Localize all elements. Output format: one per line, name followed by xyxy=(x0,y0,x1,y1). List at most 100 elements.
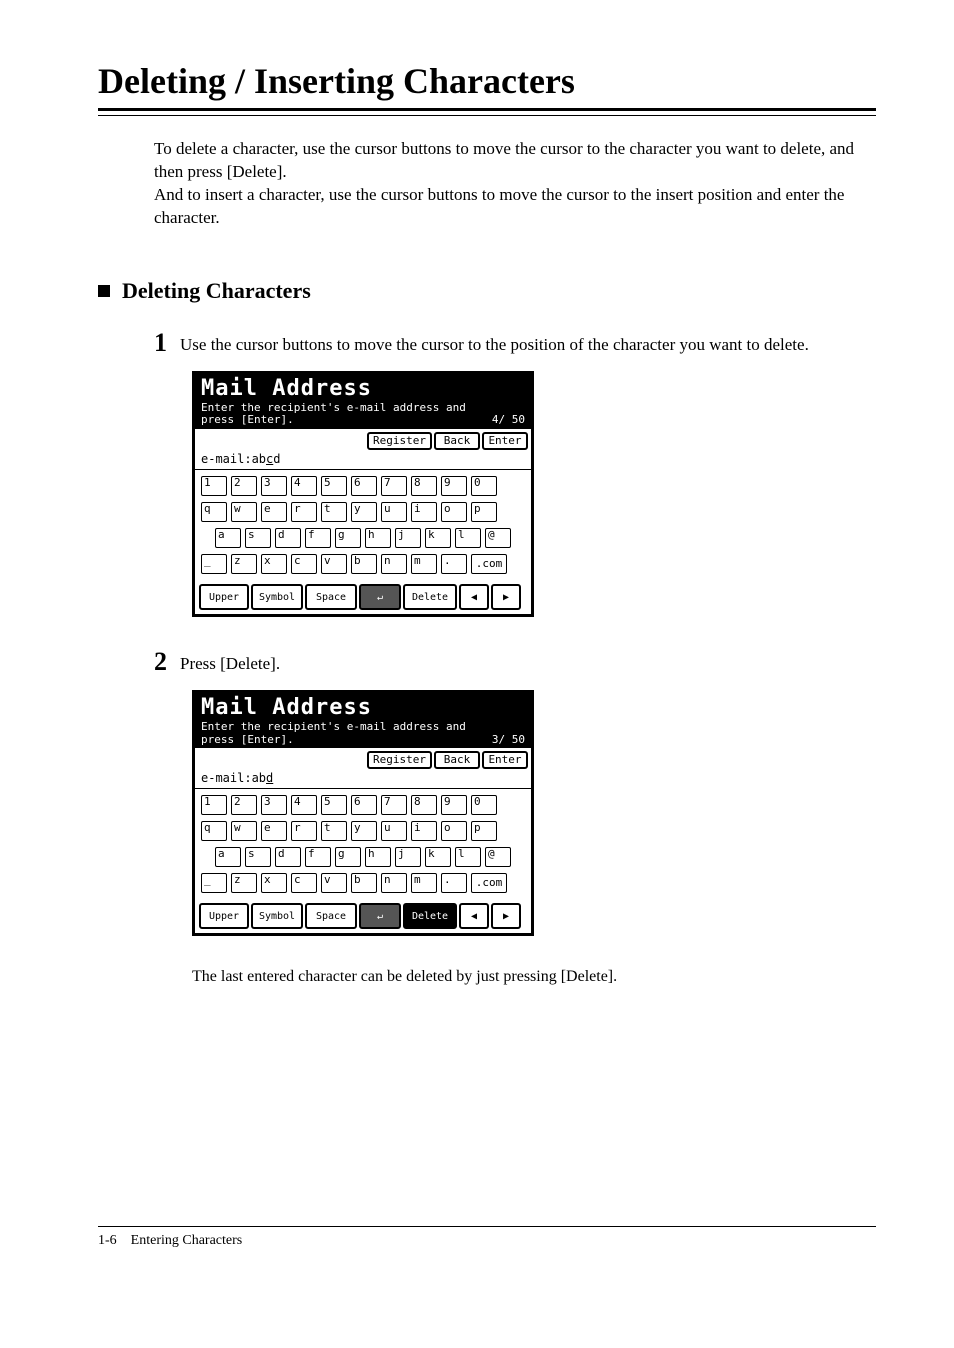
key-c[interactable]: c xyxy=(291,873,317,893)
key-@[interactable]: @ xyxy=(485,528,511,548)
key-s[interactable]: s xyxy=(245,528,271,548)
key-v[interactable]: v xyxy=(321,873,347,893)
symbol-button[interactable]: Symbol xyxy=(251,584,303,610)
key-l[interactable]: l xyxy=(455,847,481,867)
key-d[interactable]: d xyxy=(275,847,301,867)
delete-button[interactable]: Delete xyxy=(403,903,457,929)
key-5[interactable]: 5 xyxy=(321,795,347,815)
key-com[interactable]: .com xyxy=(471,873,507,893)
cursor-left-button[interactable]: ◀ xyxy=(459,584,489,610)
key-z[interactable]: z xyxy=(231,554,257,574)
key-k[interactable]: k xyxy=(425,528,451,548)
key-t[interactable]: t xyxy=(321,821,347,841)
key-h[interactable]: h xyxy=(365,847,391,867)
key-e[interactable]: e xyxy=(261,821,287,841)
key-j[interactable]: j xyxy=(395,847,421,867)
key-m[interactable]: m xyxy=(411,873,437,893)
key-r[interactable]: r xyxy=(291,502,317,522)
key-n[interactable]: n xyxy=(381,554,407,574)
key-4[interactable]: 4 xyxy=(291,476,317,496)
key-1[interactable]: 1 xyxy=(201,795,227,815)
key-f[interactable]: f xyxy=(305,528,331,548)
key-6[interactable]: 6 xyxy=(351,476,377,496)
key-g[interactable]: g xyxy=(335,847,361,867)
enter-key-button[interactable]: ↵ xyxy=(359,584,401,610)
key-f[interactable]: f xyxy=(305,847,331,867)
back-button[interactable]: Back xyxy=(434,751,480,769)
space-button[interactable]: Space xyxy=(305,903,357,929)
key-u[interactable]: u xyxy=(381,821,407,841)
key-a[interactable]: a xyxy=(215,528,241,548)
key-x[interactable]: x xyxy=(261,554,287,574)
key-i[interactable]: i xyxy=(411,502,437,522)
back-button[interactable]: Back xyxy=(434,432,480,450)
register-button[interactable]: Register xyxy=(367,751,432,769)
key-9[interactable]: 9 xyxy=(441,795,467,815)
cursor-right-button[interactable]: ▶ xyxy=(491,584,521,610)
key-_[interactable]: _ xyxy=(201,873,227,893)
key-.[interactable]: . xyxy=(441,873,467,893)
delete-button[interactable]: Delete xyxy=(403,584,457,610)
key-p[interactable]: p xyxy=(471,821,497,841)
key-l[interactable]: l xyxy=(455,528,481,548)
key-j[interactable]: j xyxy=(395,528,421,548)
key-0[interactable]: 0 xyxy=(471,795,497,815)
key-6[interactable]: 6 xyxy=(351,795,377,815)
space-button[interactable]: Space xyxy=(305,584,357,610)
key-q[interactable]: q xyxy=(201,821,227,841)
key-o[interactable]: o xyxy=(441,502,467,522)
key-3[interactable]: 3 xyxy=(261,795,287,815)
key-g[interactable]: g xyxy=(335,528,361,548)
key-d[interactable]: d xyxy=(275,528,301,548)
key-y[interactable]: y xyxy=(351,821,377,841)
upper-button[interactable]: Upper xyxy=(199,903,249,929)
key-q[interactable]: q xyxy=(201,502,227,522)
key-@[interactable]: @ xyxy=(485,847,511,867)
key-8[interactable]: 8 xyxy=(411,795,437,815)
key-p[interactable]: p xyxy=(471,502,497,522)
key-com[interactable]: .com xyxy=(471,554,507,574)
key-y[interactable]: y xyxy=(351,502,377,522)
cursor-right-button[interactable]: ▶ xyxy=(491,903,521,929)
key-z[interactable]: z xyxy=(231,873,257,893)
key-k[interactable]: k xyxy=(425,847,451,867)
key-s[interactable]: s xyxy=(245,847,271,867)
key-.[interactable]: . xyxy=(441,554,467,574)
enter-key-button[interactable]: ↵ xyxy=(359,903,401,929)
cursor-left-button[interactable]: ◀ xyxy=(459,903,489,929)
key-w[interactable]: w xyxy=(231,502,257,522)
key-7[interactable]: 7 xyxy=(381,795,407,815)
key-v[interactable]: v xyxy=(321,554,347,574)
enter-button[interactable]: Enter xyxy=(482,432,528,450)
key-5[interactable]: 5 xyxy=(321,476,347,496)
key-9[interactable]: 9 xyxy=(441,476,467,496)
key-w[interactable]: w xyxy=(231,821,257,841)
key-8[interactable]: 8 xyxy=(411,476,437,496)
key-h[interactable]: h xyxy=(365,528,391,548)
key-7[interactable]: 7 xyxy=(381,476,407,496)
register-button[interactable]: Register xyxy=(367,432,432,450)
key-a[interactable]: a xyxy=(215,847,241,867)
key-o[interactable]: o xyxy=(441,821,467,841)
key-u[interactable]: u xyxy=(381,502,407,522)
enter-button[interactable]: Enter xyxy=(482,751,528,769)
key-3[interactable]: 3 xyxy=(261,476,287,496)
key-i[interactable]: i xyxy=(411,821,437,841)
key-x[interactable]: x xyxy=(261,873,287,893)
key-m[interactable]: m xyxy=(411,554,437,574)
upper-button[interactable]: Upper xyxy=(199,584,249,610)
key-b[interactable]: b xyxy=(351,873,377,893)
key-_[interactable]: _ xyxy=(201,554,227,574)
key-n[interactable]: n xyxy=(381,873,407,893)
key-1[interactable]: 1 xyxy=(201,476,227,496)
key-2[interactable]: 2 xyxy=(231,476,257,496)
key-t[interactable]: t xyxy=(321,502,347,522)
key-r[interactable]: r xyxy=(291,821,317,841)
key-e[interactable]: e xyxy=(261,502,287,522)
key-c[interactable]: c xyxy=(291,554,317,574)
key-b[interactable]: b xyxy=(351,554,377,574)
key-4[interactable]: 4 xyxy=(291,795,317,815)
key-0[interactable]: 0 xyxy=(471,476,497,496)
symbol-button[interactable]: Symbol xyxy=(251,903,303,929)
key-2[interactable]: 2 xyxy=(231,795,257,815)
